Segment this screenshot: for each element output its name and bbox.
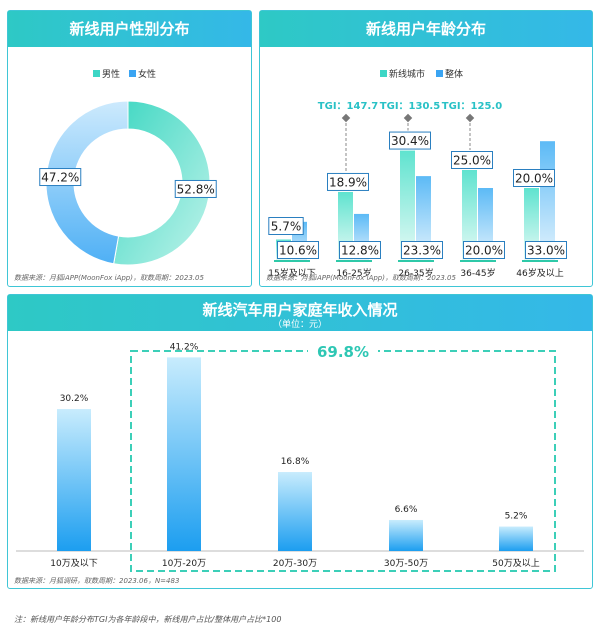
age-bar-chart: 新线城市 整体 15岁及以下 5.7% 10.6% 16-25岁 18.9% 12.8% 26-… [268,68,567,279]
age-label-new-1-box [327,172,369,191]
age-label-new-4: 20.0% [515,172,553,186]
age-label-new-1: 18.9% [329,175,367,189]
age-tick-0: 15岁及以下 [268,267,315,279]
gender-donut-chart: 男性 女性 52.8% 47.2% [39,68,217,266]
age-label-all-4-box [525,241,567,259]
age-label-all-2-box [401,241,443,259]
tgi-label-2: TGI：125.0 [442,101,502,112]
age-bar-0-2 [400,150,415,260]
tgi-label-0: TGI：147.7 [318,101,378,112]
age-label-all-0-box [277,241,319,259]
footnote: 注：新线用户年龄分布TGI为各年龄段中，新线用户占比/整体用户占比*100 [14,615,282,624]
tgi-marker-2 [465,113,475,123]
income-panel: 新线汽车用户家庭年收入情况 （单位：元） 69.8% 30.2% 10万及以下 41.… [7,294,593,589]
income-value-label-2: 16.8% [281,457,310,467]
income-value-label-1: 41.2% [170,342,199,352]
income-unit-label: （单位：元） [8,319,592,331]
legend-swatch-1 [436,70,443,77]
income-value-label-4: 5.2% [505,512,528,522]
income-value-label-0: 30.2% [60,394,89,404]
gender-panel: 新线用户性别分布 男性 女性 52.8% 47.2% 数据来源：月狐iAPP(Moon… [7,10,252,287]
income-bar-chart: 69.8% 30.2% 10万及以下 41.2% 10万-20万 16.8% 20万-30万… [16,340,584,572]
donut-slice-0 [113,100,211,266]
donut-label-1: 47.2% [41,171,79,185]
age-label-new-3: 25.0% [453,154,491,168]
income-panel-title: 新线汽车用户家庭年收入情况 [8,295,592,321]
age-label-all-4: 33.0% [527,244,565,258]
income-tick-3: 30万-50万 [384,559,428,569]
age-panel-title: 新线用户年龄分布 [260,11,592,47]
age-label-all-2: 23.3% [403,244,441,258]
income-bar-3 [389,519,423,551]
donut-label-0: 52.8% [177,182,215,196]
age-label-new-2: 30.4% [391,134,429,148]
legend-swatch-0 [380,70,387,77]
age-label-new-0: 5.7% [271,220,302,234]
income-tick-1: 10万-20万 [162,559,206,569]
age-bar-1-2 [416,176,431,260]
legend-swatch-1 [129,70,136,77]
age-label-all-3: 20.0% [465,244,503,258]
gender-panel-title: 新线用户性别分布 [8,11,251,47]
legend-label-0: 男性 [102,68,120,80]
tgi-marker-1 [403,113,413,123]
age-label-all-3-box [463,241,505,259]
income-bar-0 [57,409,91,551]
legend-label-0: 新线城市 [389,68,425,80]
age-label-all-1: 12.8% [341,244,379,258]
age-label-all-1-box [339,241,381,259]
income-tick-4: 50万及以上 [492,558,539,569]
income-bar-4 [499,526,533,551]
donut-label-0-box [174,179,217,198]
income-value-label-3: 6.6% [395,505,418,515]
age-tick-3: 36-45岁 [460,267,495,279]
income-bar-2 [278,472,312,551]
tgi-label-1: TGI：130.5 [380,101,440,112]
income-highlight-label: 69.8% [317,343,369,361]
income-bar-1 [167,357,201,551]
age-panel: 新线用户年龄分布 新线城市 整体 15岁及以下 5.7% 10.6% 16-25岁 18.9… [259,10,593,287]
age-label-new-0-box [268,217,304,235]
legend-label-1: 整体 [445,68,463,80]
age-bar-0-3 [462,170,477,260]
age-label-new-3-box [451,151,493,169]
age-label-new-2-box [389,131,431,150]
tgi-marker-0 [341,113,351,123]
donut-label-1-box [39,168,82,187]
age-tick-2: 26-35岁 [398,267,433,279]
income-tick-0: 10万及以下 [50,558,97,569]
age-tick-4: 46岁及以上 [516,267,563,279]
age-label-new-4-box [513,169,555,187]
donut-slice-1 [45,100,129,265]
age-tick-1: 16-25岁 [336,267,371,279]
legend-swatch-0 [93,70,100,77]
gender-source-note: 数据来源：月狐iAPP(MoonFox iApp)，取数周期：2023.05 [14,274,204,282]
income-source-note: 数据来源：月狐调研，取数周期：2023.06，N=483 [14,577,180,585]
age-label-all-0: 10.6% [279,244,317,258]
legend-label-1: 女性 [138,68,156,80]
age-source-note: 数据来源：月狐iAPP(MoonFox iApp)，取数周期：2023.05 [266,274,456,282]
income-tick-2: 20万-30万 [273,559,317,569]
income-highlight-label-bg [308,340,378,362]
